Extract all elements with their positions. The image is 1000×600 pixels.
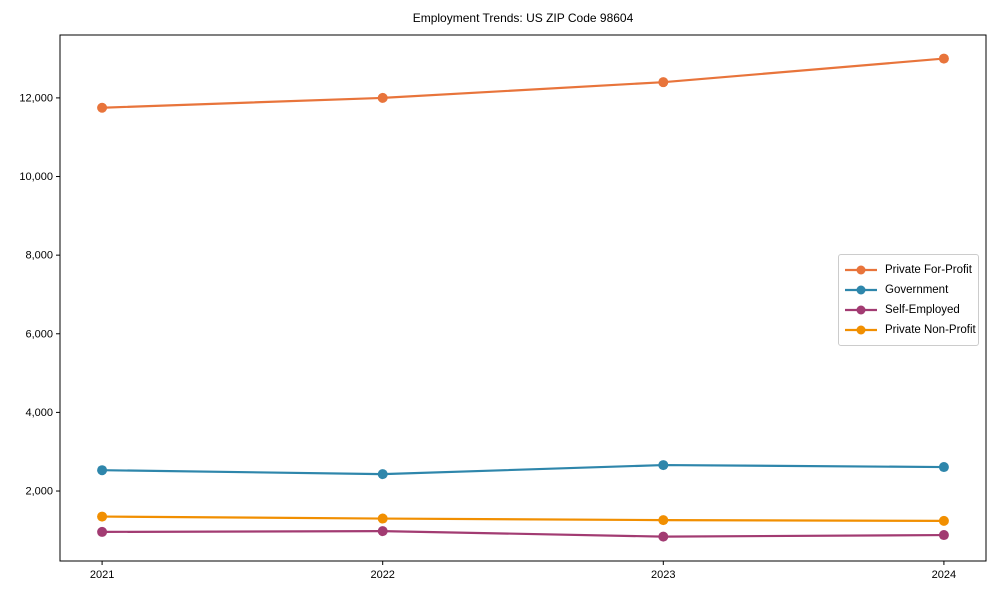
x-axis-tick-label: 2023 [651,569,675,581]
data-series-line-1 [100,463,946,476]
y-axis-tick-label: 8,000 [25,250,53,262]
y-axis-tick-label: 4,000 [25,407,53,419]
data-point-marker [377,92,388,103]
legend-label: Private For-Profit [885,264,972,276]
data-series-line-0 [100,57,946,109]
data-point-marker [658,460,669,471]
chart-title: Employment Trends: US ZIP Code 98604 [412,11,634,25]
x-axis-tick-label: 2024 [932,569,956,581]
y-axis-tick-label: 6,000 [25,328,53,340]
data-point-marker [377,526,388,537]
legend-label: Government [885,284,949,296]
legend-label: Private Non-Profit [885,324,976,336]
legend-item-1: Government [843,280,972,300]
data-point-marker [658,531,669,542]
data-series-line-2 [100,530,946,538]
data-point-marker [377,469,388,480]
legend-line-marker-icon [845,265,877,275]
data-point-marker [97,465,108,476]
y-axis-tick-label: 2,000 [25,486,53,498]
data-point-marker [938,515,949,526]
data-point-marker [97,102,108,113]
legend-item-3: Private Non-Profit [843,320,976,340]
axes-frame [59,34,987,562]
legend-line-marker-icon [845,325,877,335]
x-axis-tick-label: 2022 [370,569,394,581]
data-point-marker [97,526,108,537]
legend-label: Self-Employed [885,304,960,316]
data-series-line-3 [100,515,946,523]
legend-line-marker-icon [845,285,877,295]
legend-line-marker-icon [845,305,877,315]
data-point-marker [97,511,108,522]
legend-item-2: Self-Employed [843,300,972,320]
data-point-marker [377,513,388,524]
data-point-marker [938,53,949,64]
data-point-marker [658,77,669,88]
x-axis-tick-label: 2021 [90,569,114,581]
y-axis-tick-label: 10,000 [19,171,53,183]
y-axis-tick-label: 12,000 [19,92,53,104]
data-point-marker [938,530,949,541]
data-point-marker [938,462,949,473]
data-point-marker [658,515,669,526]
legend-item-0: Private For-Profit [843,260,972,280]
legend: Private For-Profit Government Self-Employe… [838,254,979,346]
